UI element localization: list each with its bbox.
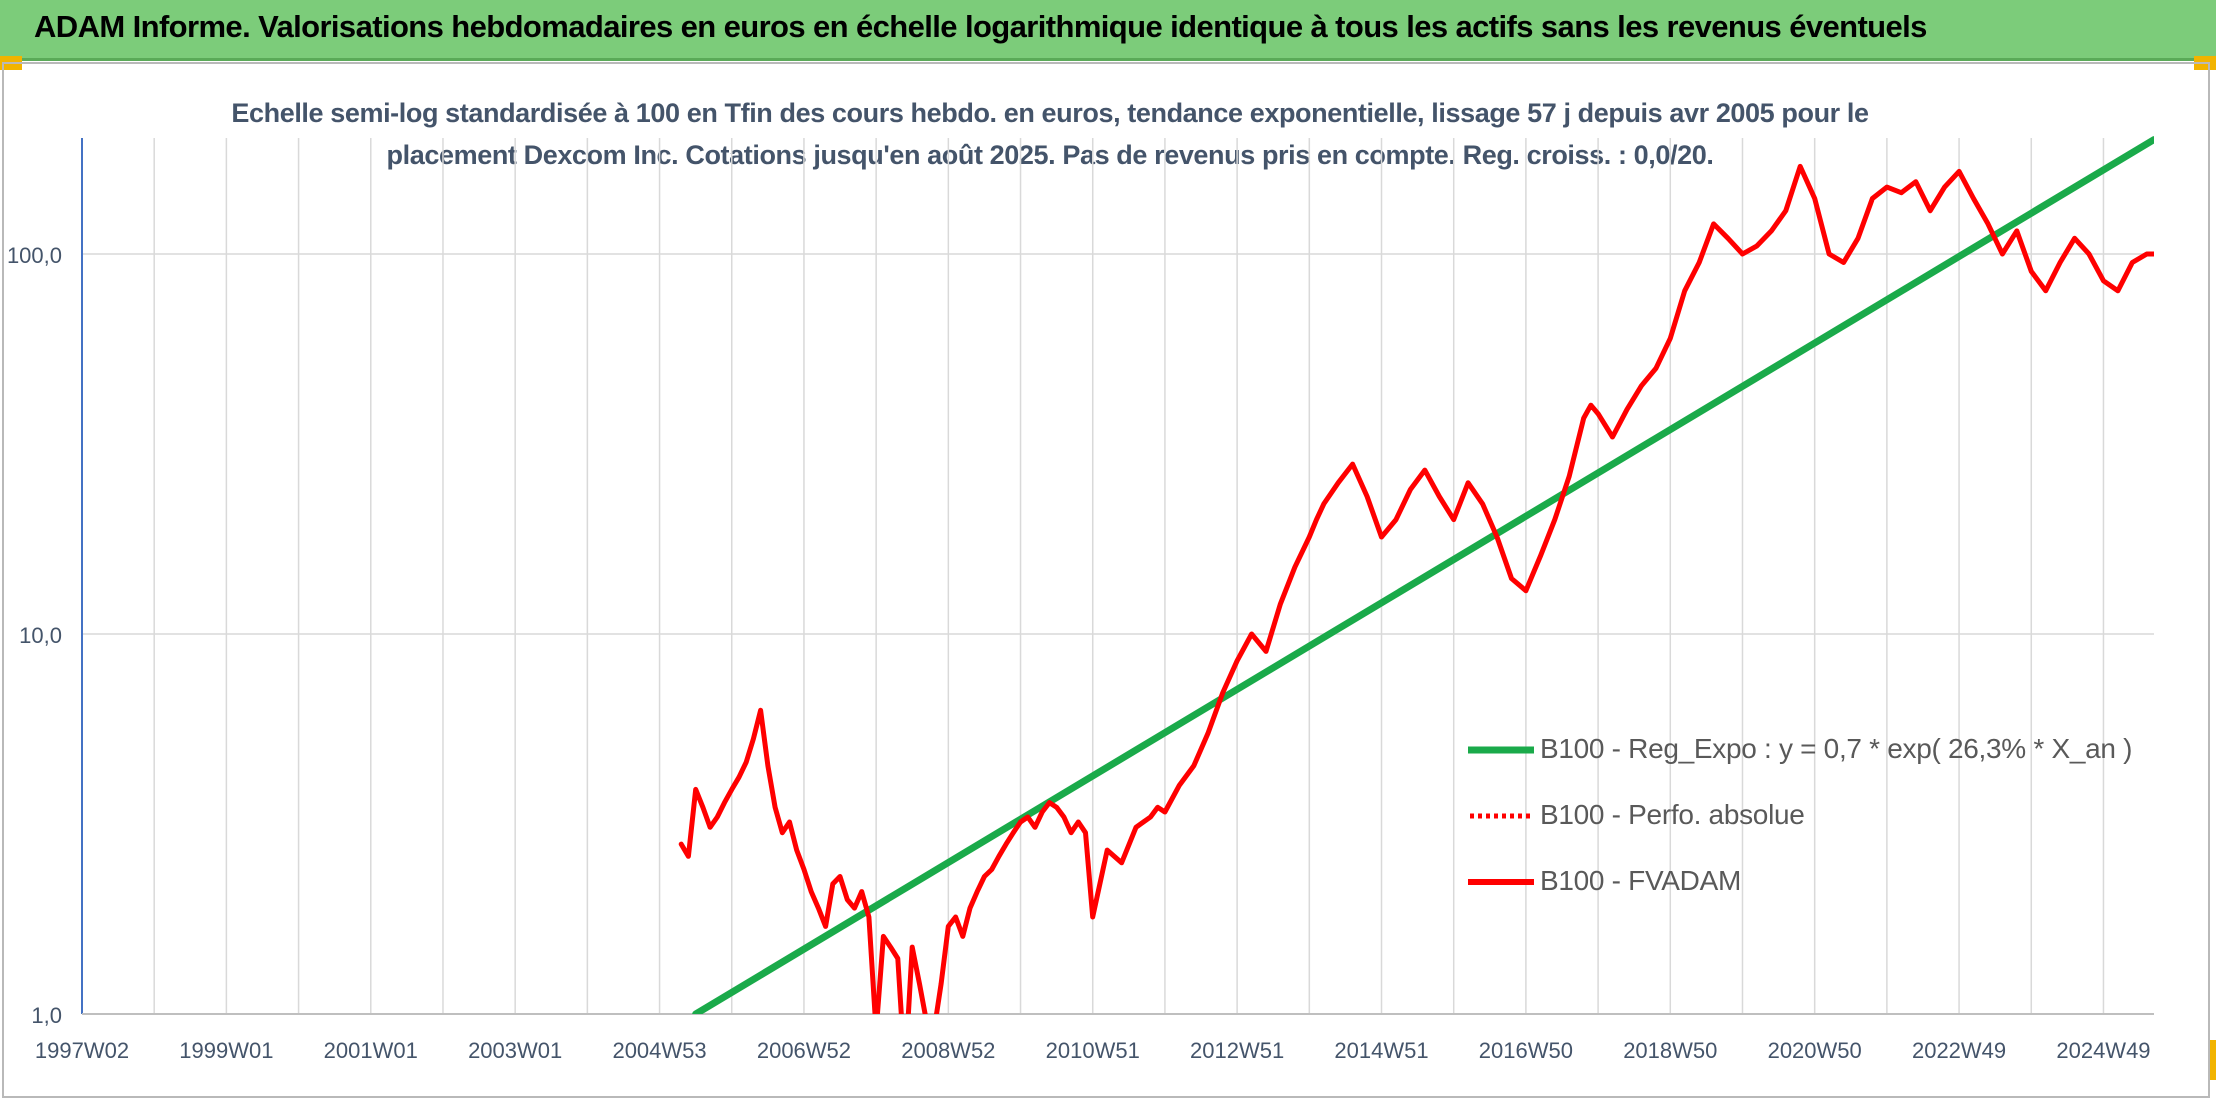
y-tick-label: 1,0 bbox=[31, 1003, 62, 1028]
legend-label: B100 - Perfo. absolue bbox=[1540, 799, 1805, 830]
legend-swatch-solid-green bbox=[1468, 740, 1534, 760]
legend-label: B100 - FVADAM bbox=[1540, 865, 1741, 896]
x-tick-label: 2020W50 bbox=[1768, 1038, 1862, 1063]
x-tick-label: 2018W50 bbox=[1623, 1038, 1717, 1063]
vertical-gridlines bbox=[153, 138, 2105, 1014]
x-tick-label: 2012W51 bbox=[1190, 1038, 1284, 1063]
axes bbox=[81, 138, 2154, 1015]
x-tick-label: 2014W51 bbox=[1334, 1038, 1428, 1063]
series-line-fvadam bbox=[678, 163, 2154, 1014]
y-tick-labels: 1,0 10,0 100,0 bbox=[7, 243, 62, 1028]
x-tick-label: 2006W52 bbox=[757, 1038, 851, 1063]
chart-title-line-2: placement Dexcom Inc. Cotations jusqu'en… bbox=[386, 140, 1714, 170]
chart-title-line-1: Echelle semi-log standardisée à 100 en T… bbox=[231, 98, 1869, 128]
header-banner: ADAM Informe. Valorisations hebdomadaire… bbox=[0, 0, 2216, 61]
x-tick-label: 1999W01 bbox=[179, 1038, 273, 1063]
x-tick-labels: 1997W02 1999W01 2001W01 2003W01 2004W53 2006W… bbox=[35, 1038, 2151, 1063]
legend-swatch-dotted-red bbox=[1468, 806, 1534, 826]
legend-item-fvadam: B100 - FVADAM bbox=[1468, 862, 2168, 902]
x-tick-label: 2004W53 bbox=[612, 1038, 706, 1063]
x-tick-label: 2016W50 bbox=[1479, 1038, 1573, 1063]
chart-frame bbox=[2, 62, 2210, 1098]
x-tick-label: 2001W01 bbox=[324, 1038, 418, 1063]
y-tick-label: 10,0 bbox=[19, 623, 62, 648]
legend-item-perfo-absolue: B100 - Perfo. absolue bbox=[1468, 796, 2168, 836]
legend-item-reg-expo: B100 - Reg_Expo : y = 0,7 * exp( 26,3% *… bbox=[1468, 730, 2168, 770]
x-tick-label: 2010W51 bbox=[1046, 1038, 1140, 1063]
legend-label: B100 - Reg_Expo : y = 0,7 * exp( 26,3% *… bbox=[1540, 733, 2133, 764]
x-tick-label: 2024W49 bbox=[2056, 1038, 2150, 1063]
page-title: ADAM Informe. Valorisations hebdomadaire… bbox=[34, 9, 1927, 44]
series-layer bbox=[678, 136, 2154, 1014]
series-line-regression bbox=[692, 136, 2154, 1014]
chart-title: Echelle semi-log standardisée à 100 en T… bbox=[150, 92, 1950, 176]
x-tick-label: 2003W01 bbox=[468, 1038, 562, 1063]
corner-marker-bottom-right bbox=[2208, 1040, 2216, 1080]
x-tick-label: 1997W02 bbox=[35, 1038, 129, 1063]
x-tick-label: 2008W52 bbox=[901, 1038, 995, 1063]
legend-swatch-solid-red bbox=[1468, 872, 1534, 892]
x-tick-label: 2022W49 bbox=[1912, 1038, 2006, 1063]
y-tick-label: 100,0 bbox=[7, 243, 62, 268]
